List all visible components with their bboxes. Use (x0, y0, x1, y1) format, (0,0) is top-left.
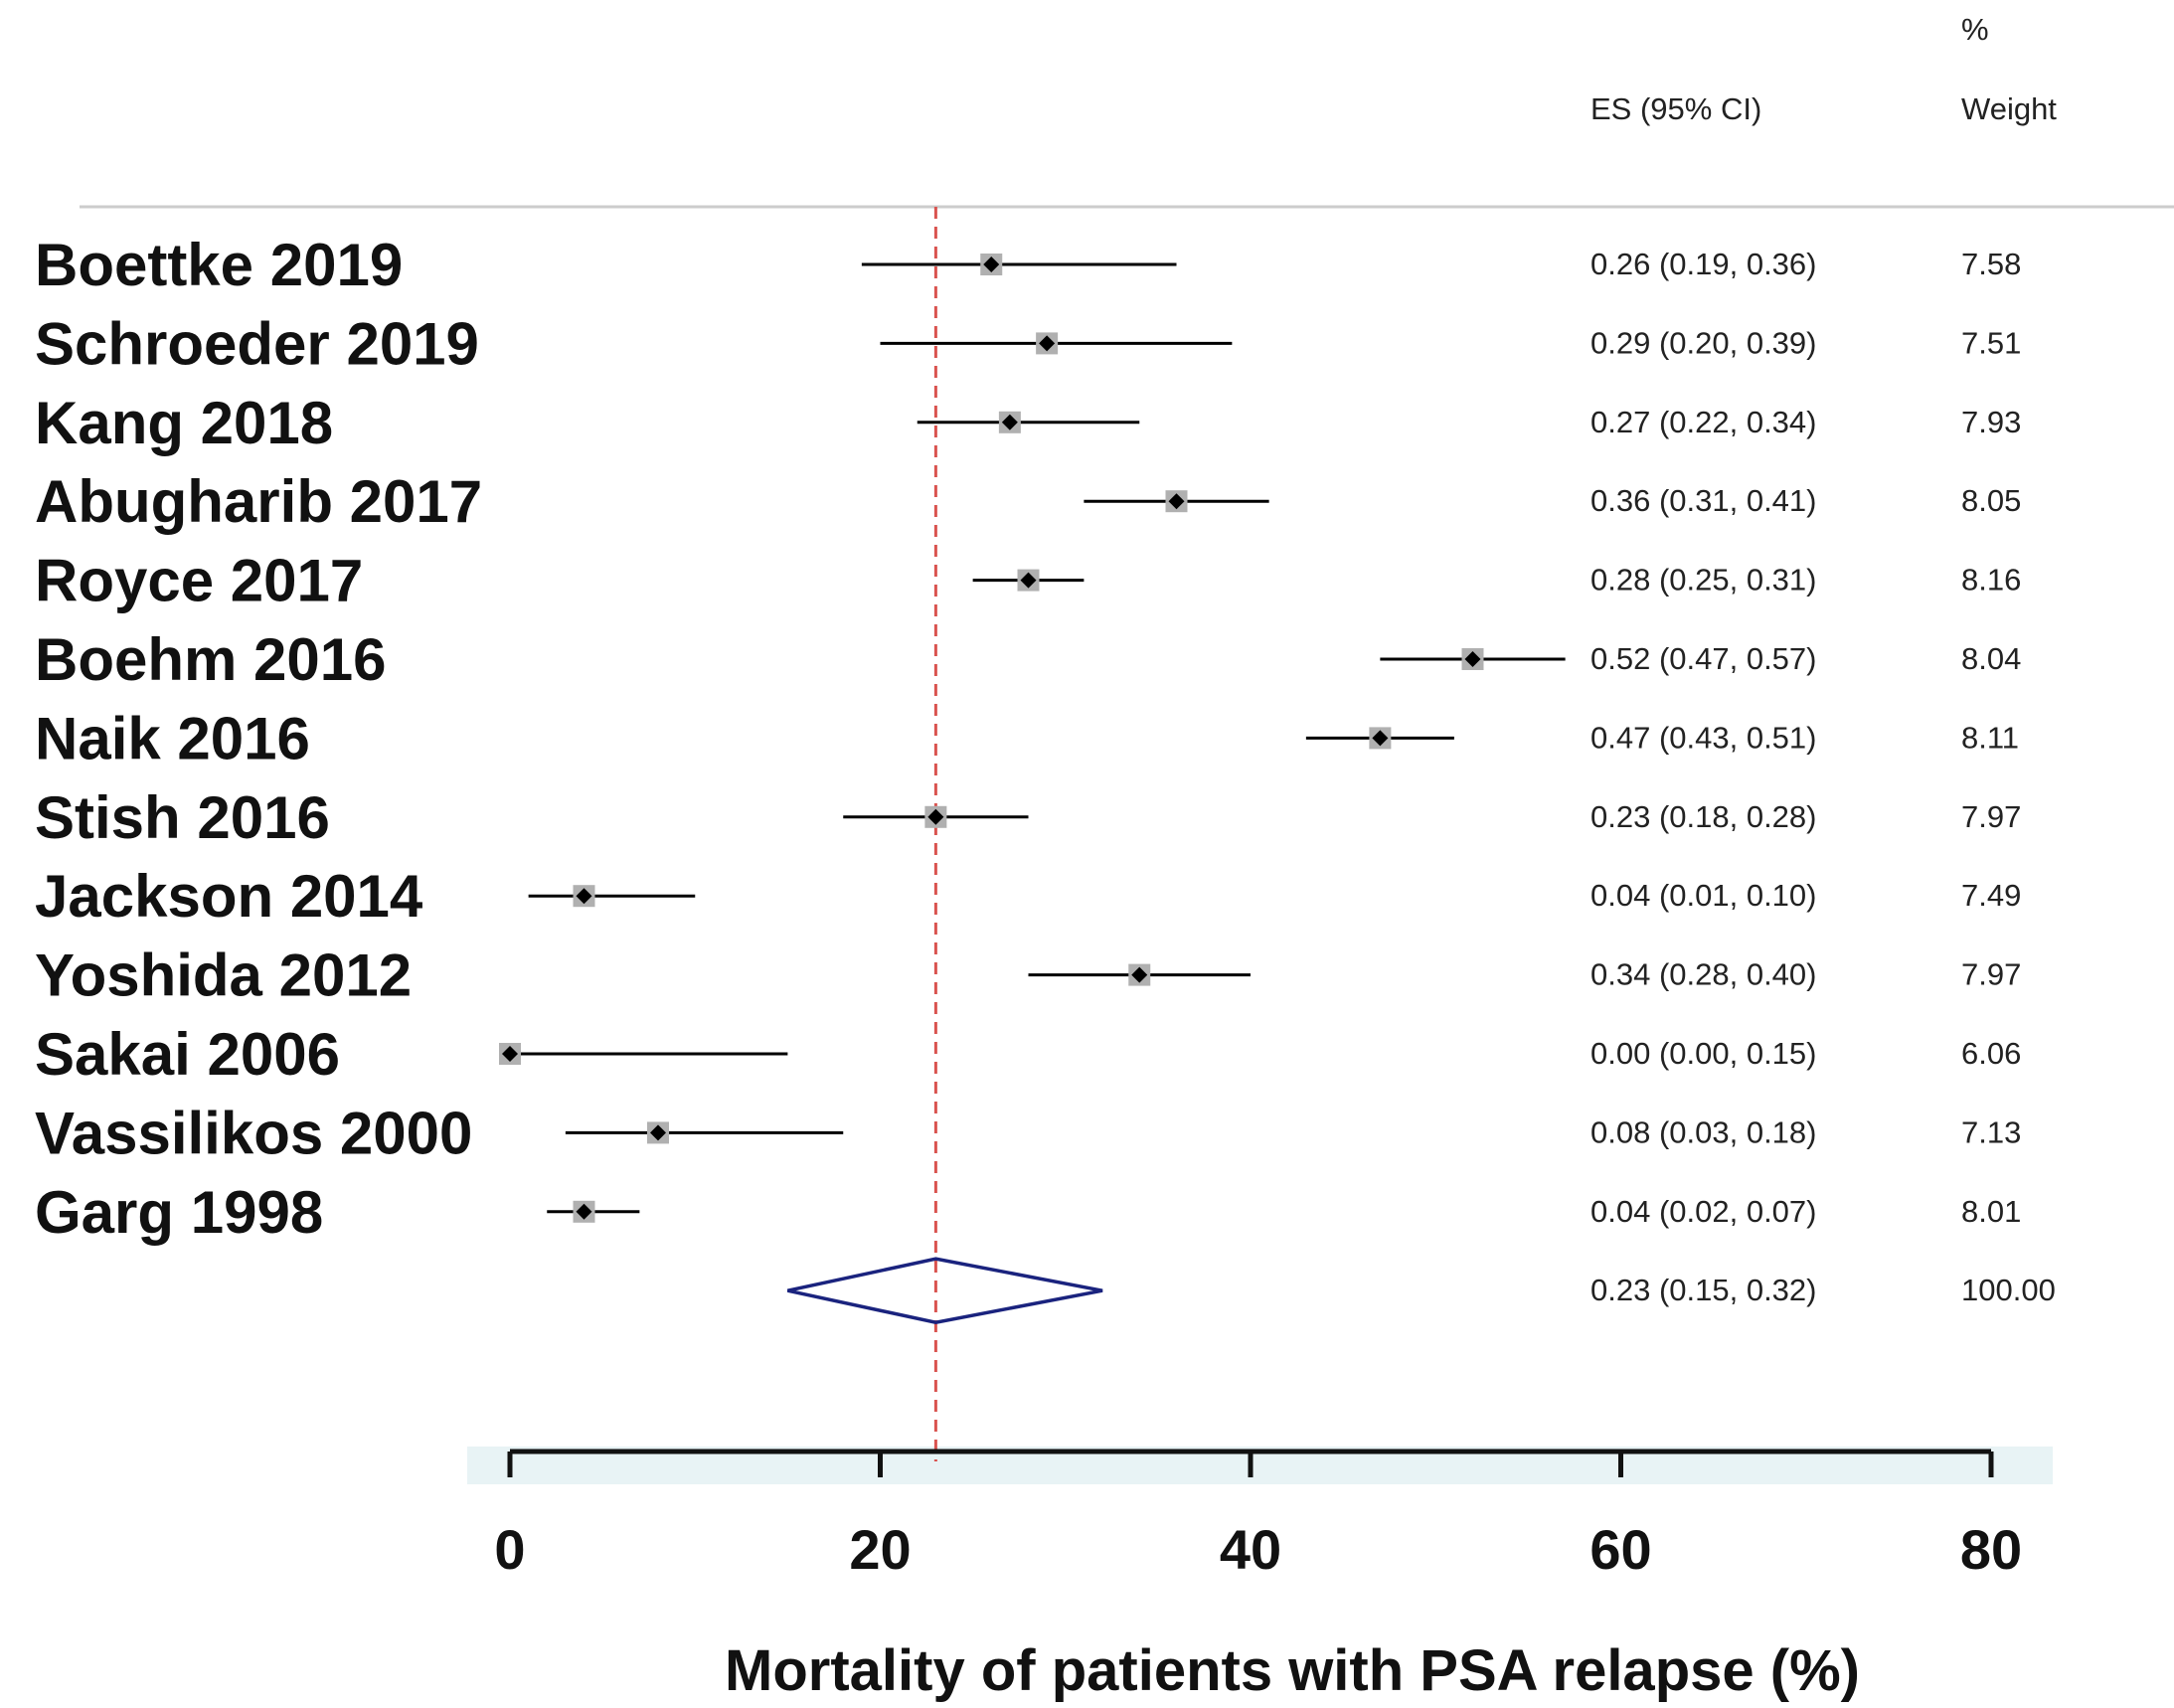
study-row: Naik 2016 0.47 (0.43, 0.51) 8.11 (35, 705, 2019, 771)
x-tick-label: 20 (849, 1518, 911, 1581)
study-label: Naik 2016 (35, 705, 310, 771)
study-label: Garg 1998 (35, 1179, 323, 1246)
study-label: Schroeder 2019 (35, 310, 479, 377)
weight-text: 7.13 (1961, 1114, 2021, 1149)
effect-size-text: 0.23 (0.18, 0.28) (1590, 799, 1817, 834)
study-label: Abugharib 2017 (35, 468, 482, 535)
point-estimate-marker (927, 808, 944, 825)
weight-text: 8.16 (1961, 563, 2021, 598)
study-row: Sakai 2006 0.00 (0.00, 0.15) 6.06 (35, 1021, 2021, 1088)
effect-size-text: 0.52 (0.47, 0.57) (1590, 641, 1817, 676)
study-label: Stish 2016 (35, 784, 330, 851)
study-row: Jackson 2014 0.04 (0.01, 0.10) 7.49 (35, 863, 2021, 930)
effect-size-text: 0.04 (0.02, 0.07) (1590, 1194, 1817, 1229)
point-estimate-marker (1372, 730, 1389, 747)
point-estimate-marker (576, 888, 592, 905)
effect-size-text: 0.34 (0.28, 0.40) (1590, 957, 1817, 992)
point-estimate-marker (650, 1124, 666, 1141)
x-axis-title: Mortality of patients with PSA relapse (… (725, 1638, 1860, 1703)
effect-size-text: 0.00 (0.00, 0.15) (1590, 1036, 1817, 1071)
effect-size-text: 0.36 (0.31, 0.41) (1590, 483, 1817, 518)
point-estimate-marker (1464, 651, 1481, 667)
study-row: Boettke 2019 0.26 (0.19, 0.36) 7.58 (35, 232, 2021, 298)
study-label: Kang 2018 (35, 390, 333, 456)
weight-text: 6.06 (1961, 1036, 2021, 1071)
header-weight-percent: % (1961, 12, 1989, 47)
point-estimate-marker (576, 1203, 592, 1220)
study-row: Vassilikos 2000 0.08 (0.03, 0.18) 7.13 (35, 1100, 2021, 1166)
point-estimate-marker (1020, 572, 1037, 589)
point-estimate-marker (1168, 493, 1185, 510)
study-row: Boehm 2016 0.52 (0.47, 0.57) 8.04 (35, 626, 2021, 693)
weight-text: 7.97 (1961, 957, 2021, 992)
header-weight: Weight (1961, 91, 2057, 126)
study-row: Royce 2017 0.28 (0.25, 0.31) 8.16 (35, 548, 2021, 614)
study-label: Boehm 2016 (35, 626, 387, 693)
x-tick-label: 0 (494, 1518, 525, 1581)
overall-weight-text: 100.00 (1961, 1273, 2056, 1307)
point-estimate-marker (1001, 414, 1018, 430)
weight-text: 8.11 (1961, 720, 2019, 755)
effect-size-text: 0.26 (0.19, 0.36) (1590, 247, 1817, 281)
study-label: Vassilikos 2000 (35, 1100, 472, 1166)
effect-size-text: 0.04 (0.01, 0.10) (1590, 878, 1817, 913)
effect-size-text: 0.47 (0.43, 0.51) (1590, 720, 1817, 755)
header-es-ci: ES (95% CI) (1590, 91, 1761, 126)
study-label: Yoshida 2012 (35, 942, 412, 1009)
effect-size-text: 0.29 (0.20, 0.39) (1590, 325, 1817, 360)
study-row: Garg 1998 0.04 (0.02, 0.07) 8.01 (35, 1179, 2021, 1246)
weight-text: 7.93 (1961, 405, 2021, 439)
effect-size-text: 0.27 (0.22, 0.34) (1590, 405, 1817, 439)
study-row: Stish 2016 0.23 (0.18, 0.28) 7.97 (35, 784, 2021, 851)
point-estimate-marker (1039, 335, 1056, 352)
effect-size-text: 0.08 (0.03, 0.18) (1590, 1114, 1817, 1149)
weight-text: 8.04 (1961, 641, 2021, 676)
x-tick-label: 60 (1589, 1518, 1651, 1581)
weight-text: 7.97 (1961, 799, 2021, 834)
x-tick-label: 80 (1960, 1518, 2022, 1581)
overall-effect-size-text: 0.23 (0.15, 0.32) (1590, 1273, 1817, 1307)
point-estimate-marker (983, 256, 1000, 272)
study-row: Kang 2018 0.27 (0.22, 0.34) 7.93 (35, 390, 2021, 456)
overall-diamond (787, 1257, 1103, 1324)
study-rows: Boettke 2019 0.26 (0.19, 0.36) 7.58 Schroed… (35, 232, 2056, 1324)
study-label: Boettke 2019 (35, 232, 403, 298)
study-label: Jackson 2014 (35, 863, 423, 930)
point-estimate-marker (1131, 966, 1148, 983)
weight-text: 7.49 (1961, 878, 2021, 913)
effect-size-text: 0.28 (0.25, 0.31) (1590, 563, 1817, 598)
weight-text: 8.01 (1961, 1194, 2021, 1229)
study-label: Royce 2017 (35, 548, 363, 614)
weight-text: 7.58 (1961, 247, 2021, 281)
study-row: Abugharib 2017 0.36 (0.31, 0.41) 8.05 (35, 468, 2021, 535)
x-tick-label: 40 (1220, 1518, 1281, 1581)
weight-text: 8.05 (1961, 483, 2021, 518)
point-estimate-marker (502, 1046, 518, 1062)
weight-text: 7.51 (1961, 325, 2021, 360)
study-row: Yoshida 2012 0.34 (0.28, 0.40) 7.97 (35, 942, 2021, 1009)
study-label: Sakai 2006 (35, 1021, 340, 1088)
x-axis: 0 20 40 60 80 (494, 1449, 2022, 1581)
study-row: Schroeder 2019 0.29 (0.20, 0.39) 7.51 (35, 310, 2021, 377)
overall-row: 0.23 (0.15, 0.32) 100.00 (787, 1257, 2056, 1324)
